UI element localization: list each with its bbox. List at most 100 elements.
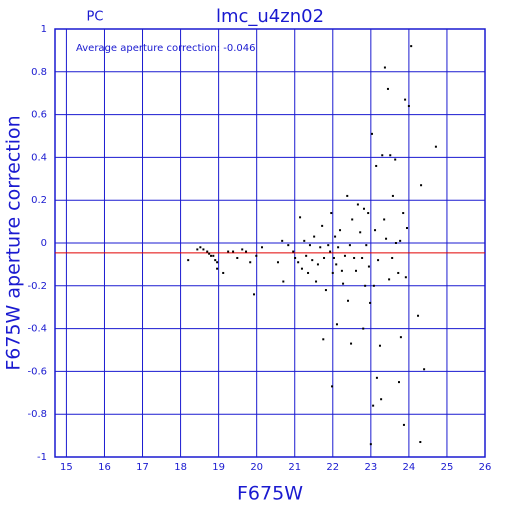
point xyxy=(196,248,199,251)
point xyxy=(319,246,322,249)
point xyxy=(372,284,375,287)
point xyxy=(334,235,337,238)
point xyxy=(253,293,256,296)
point xyxy=(365,244,368,247)
point xyxy=(216,267,219,270)
point xyxy=(391,194,394,197)
point xyxy=(348,244,351,247)
point xyxy=(364,284,367,287)
point xyxy=(402,423,405,426)
point xyxy=(307,271,310,274)
x-tick-label: 21 xyxy=(288,462,301,473)
point xyxy=(381,154,384,157)
point xyxy=(351,218,354,221)
x-tick-label: 15 xyxy=(60,462,73,473)
x-axis-label: F675W xyxy=(237,483,303,505)
point xyxy=(206,250,209,253)
point xyxy=(331,385,334,388)
point xyxy=(347,299,350,302)
point xyxy=(321,224,324,227)
point xyxy=(355,269,357,272)
point xyxy=(216,261,219,264)
point xyxy=(297,261,300,264)
point xyxy=(405,227,408,230)
point xyxy=(340,269,343,272)
point xyxy=(335,323,338,326)
point xyxy=(372,404,375,407)
point xyxy=(385,237,388,240)
point xyxy=(227,250,230,253)
point xyxy=(261,246,264,249)
point xyxy=(342,282,345,285)
point xyxy=(281,239,284,242)
point xyxy=(343,254,346,257)
point xyxy=(362,207,365,210)
point xyxy=(367,212,370,215)
point xyxy=(332,256,335,259)
point xyxy=(361,256,364,259)
y-tick-label: -0.4 xyxy=(27,324,47,335)
point xyxy=(356,203,359,206)
point xyxy=(331,271,334,274)
point xyxy=(330,212,333,215)
point xyxy=(308,244,311,247)
point xyxy=(241,248,244,251)
point xyxy=(311,259,314,262)
point xyxy=(398,381,400,384)
point xyxy=(337,246,340,249)
x-tick-label: 19 xyxy=(212,462,225,473)
point xyxy=(423,368,426,371)
point xyxy=(380,398,383,401)
chart-title: lmc_u4zn02 xyxy=(216,6,324,27)
point xyxy=(322,338,325,341)
point xyxy=(245,250,248,253)
point xyxy=(282,280,285,283)
point xyxy=(399,239,402,242)
x-tick-label: 26 xyxy=(479,462,492,473)
point xyxy=(369,443,372,446)
point xyxy=(214,259,217,262)
point xyxy=(300,267,303,270)
point xyxy=(434,145,437,148)
point xyxy=(410,45,413,48)
point xyxy=(404,276,407,279)
point xyxy=(383,218,386,221)
point xyxy=(389,154,392,157)
point xyxy=(375,376,378,379)
point xyxy=(369,301,372,304)
y-tick-label: 0.2 xyxy=(31,195,47,206)
point xyxy=(375,164,378,167)
point xyxy=(378,344,381,347)
x-tick-label: 16 xyxy=(98,462,111,473)
x-tick-label: 24 xyxy=(403,462,416,473)
point xyxy=(417,314,420,317)
point xyxy=(222,271,225,274)
point xyxy=(232,250,235,253)
point xyxy=(350,342,353,345)
point xyxy=(199,246,202,249)
y-tick-label: -0.2 xyxy=(27,281,47,292)
x-tick-label: 22 xyxy=(326,462,339,473)
point xyxy=(276,261,279,264)
y-tick-label: 0 xyxy=(41,238,47,249)
point xyxy=(407,105,410,108)
point xyxy=(292,250,295,253)
point xyxy=(339,229,342,232)
point xyxy=(315,280,318,283)
point xyxy=(212,254,215,257)
y-tick-label: -0.8 xyxy=(27,409,47,420)
x-tick-label: 17 xyxy=(136,462,149,473)
point xyxy=(367,265,370,268)
point xyxy=(377,259,380,262)
y-tick-label: 0.8 xyxy=(31,67,47,78)
plot-frame xyxy=(54,28,486,458)
point xyxy=(374,229,377,232)
point xyxy=(329,250,332,253)
x-tick-label: 20 xyxy=(250,462,263,473)
x-tick-label: 23 xyxy=(364,462,377,473)
point xyxy=(323,256,326,259)
point xyxy=(346,194,349,197)
point xyxy=(397,271,400,274)
point xyxy=(208,252,211,255)
point xyxy=(187,259,190,262)
